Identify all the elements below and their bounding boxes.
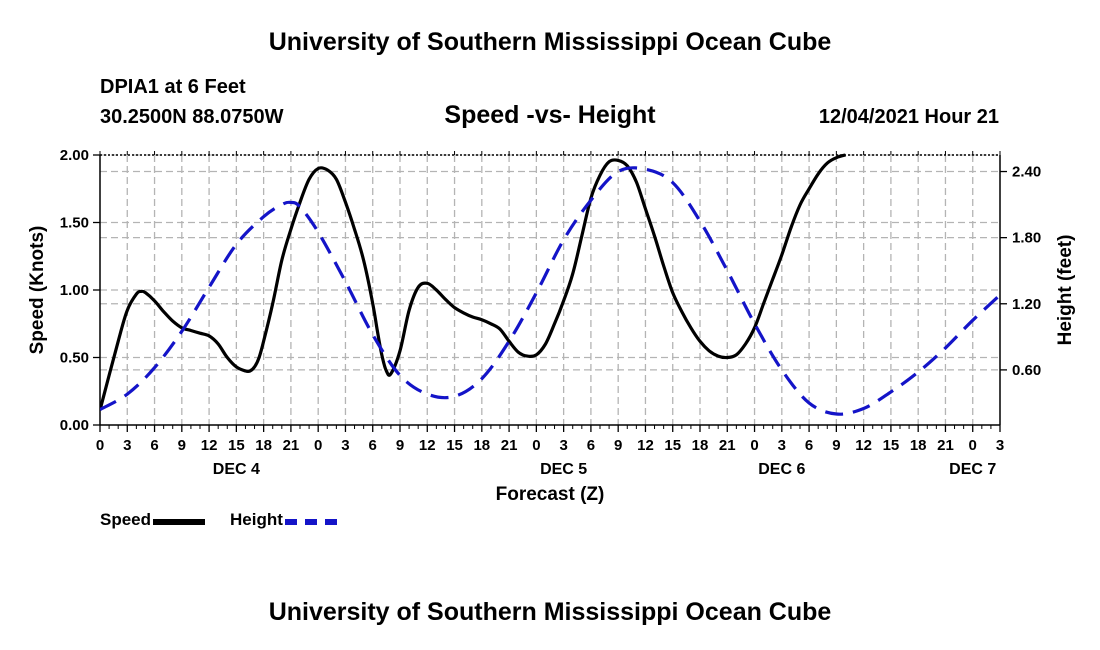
x-tick-label: 21 [283,437,300,454]
speed-series-line [100,153,846,411]
chart-title: University of Southern Mississippi Ocean… [268,28,832,56]
station-label: DPIA1 at 6 Feet [100,76,246,98]
x-tick-label: 21 [719,437,736,454]
x-day-label: DEC 5 [540,461,587,478]
x-tick-label: 15 [664,437,681,454]
x-tick-label: 12 [419,437,436,454]
x-tick-label: 9 [396,437,404,454]
y2-tick-label: 1.80 [1012,230,1041,247]
footer-title: University of Southern Mississippi Ocean… [268,598,832,626]
y-tick-label: 1.50 [60,215,89,232]
y-axis-title: Speed (Knots) [27,226,48,355]
x-tick-label: 0 [96,437,104,454]
x-tick-label: 6 [369,437,377,454]
x-tick-label: 3 [559,437,567,454]
x-tick-label: 18 [692,437,709,454]
x-tick-label: 6 [587,437,595,454]
x-tick-label: 15 [446,437,463,454]
legend-speed-label: Speed [100,510,152,529]
coordinates-label: 30.2500N 88.0750W [100,106,284,128]
x-day-label: DEC 4 [213,461,260,478]
y-tick-label: 0.50 [60,350,89,367]
x-tick-label: 15 [228,437,245,454]
x-day-label: DEC 7 [949,461,996,478]
x-tick-label: 12 [855,437,872,454]
y-tick-label: 0.00 [60,417,89,434]
x-tick-label: 12 [201,437,218,454]
x-tick-label: 18 [255,437,272,454]
forecast-datetime: 12/04/2021 Hour 21 [818,106,999,128]
x-tick-label: 3 [996,437,1004,454]
legend-speed-swatch [153,519,206,525]
x-day-label: DEC 6 [758,461,805,478]
x-tick-label: 0 [750,437,758,454]
legend-speed: Speed [100,508,206,532]
y2-axis-title: Height (feet) [1055,235,1076,346]
x-tick-label: 3 [341,437,349,454]
x-tick-label: 9 [178,437,186,454]
y2-tick-label: 2.40 [1012,164,1041,181]
x-tick-label: 18 [473,437,490,454]
x-tick-label: 6 [150,437,158,454]
x-tick-label: 21 [937,437,954,454]
legend-height-swatch [284,519,337,525]
legend-height-label: Height [230,510,283,529]
y2-tick-label: 1.20 [1012,296,1041,313]
x-tick-label: 9 [614,437,622,454]
chart-subtitle: Speed -vs- Height [444,101,656,129]
x-tick-label: 6 [805,437,813,454]
x-tick-label: 9 [832,437,840,454]
x-tick-label: 0 [969,437,977,454]
x-tick-label: 15 [883,437,900,454]
y-tick-label: 1.00 [60,282,89,299]
x-tick-label: 18 [910,437,927,454]
x-tick-label: 0 [314,437,322,454]
x-tick-label: 3 [123,437,131,454]
y2-tick-label: 0.60 [1012,362,1041,379]
height-series-line [100,166,1000,416]
y-tick-label: 2.00 [60,147,89,164]
x-axis-title: Forecast (Z) [496,484,605,505]
x-tick-label: 12 [637,437,654,454]
x-tick-label: 3 [778,437,786,454]
legend-height: Height [230,508,337,532]
x-tick-label: 0 [532,437,540,454]
x-tick-label: 21 [501,437,518,454]
